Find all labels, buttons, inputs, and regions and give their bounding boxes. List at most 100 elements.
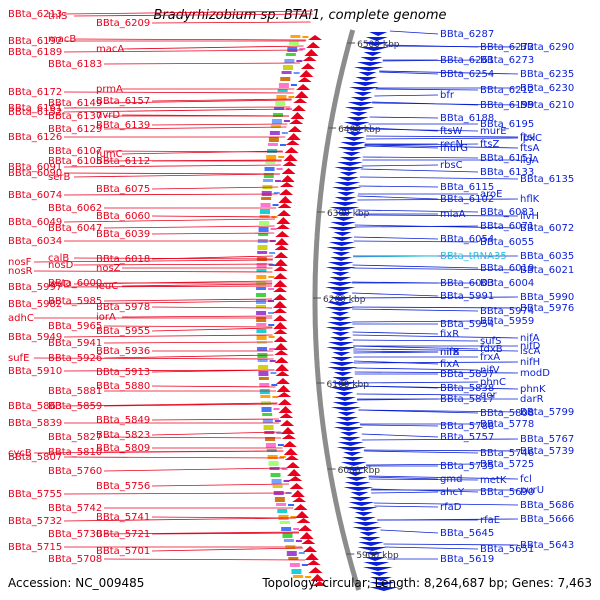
feature-block	[261, 407, 272, 412]
gene-arrow-right	[336, 162, 363, 166]
gene-arrow-left	[296, 518, 311, 523]
feature-block	[271, 384, 278, 386]
gene-arrow-left	[274, 252, 289, 258]
gene-arrow-right	[333, 397, 356, 401]
feature-block	[284, 59, 295, 63]
gene-label-left: macB	[48, 34, 76, 45]
feature-block	[271, 479, 282, 484]
gene-arrow-right	[343, 487, 374, 491]
gene-arrow-left	[276, 385, 291, 392]
feature-block	[258, 233, 269, 236]
feature-block	[269, 348, 276, 350]
gene-arrow-right	[334, 167, 365, 171]
feature-block	[285, 53, 296, 56]
gene-label-right: fcl	[520, 474, 532, 485]
gene-arrow-right	[329, 317, 352, 321]
gene-arrow-left	[279, 189, 294, 195]
feature-block	[288, 96, 295, 98]
gene-leader-right	[364, 145, 439, 149]
gene-label-right: nifV	[480, 365, 500, 376]
gene-label-left: BBta_5721	[96, 529, 150, 540]
gene-label-right: BBta_5808	[480, 408, 534, 419]
gene-label-right: BBta_6115	[440, 182, 494, 193]
gene-leader-right	[352, 308, 479, 312]
gene-leader-left	[33, 270, 273, 273]
gene-arrow-right	[368, 587, 399, 591]
gene-leader-right	[363, 449, 519, 452]
feature-block	[258, 227, 269, 232]
gene-leader-left	[151, 532, 299, 535]
gene-leader-right	[377, 518, 519, 521]
feature-block	[257, 359, 268, 362]
gene-leader-right	[357, 198, 519, 201]
gene-arrow-left	[310, 574, 325, 581]
gene-arrow-right	[325, 267, 356, 271]
gene-arrow-left	[308, 35, 323, 40]
gene-label-right: ligA	[520, 155, 539, 166]
gene-arrow-left	[299, 532, 314, 539]
kbp-label: 6300 kbp	[327, 209, 370, 219]
gene-arrow-left	[283, 448, 298, 455]
gene-label-left: BBta_6107	[48, 146, 102, 157]
gene-leader-left	[63, 402, 278, 407]
gene-label-right: BBta_6287	[440, 29, 494, 40]
feature-block	[278, 515, 289, 520]
gene-arrow-right	[329, 277, 352, 281]
gene-label-left: nosD	[48, 260, 74, 271]
gene-arrow-left	[304, 553, 319, 560]
gene-arrow-right	[327, 367, 358, 371]
feature-block	[281, 527, 292, 531]
gene-label-left: BBta_6049	[8, 217, 62, 228]
gene-arrow-right	[327, 282, 354, 286]
feature-block	[272, 113, 283, 117]
feature-block	[275, 180, 282, 182]
gene-leader-left	[73, 280, 273, 285]
gene-label-left: BBta_6091	[8, 162, 62, 173]
map-layer: 6500 kbp 6400 kbp 6300 kbp 6200 kbp 6100 kbp…	[8, 9, 574, 591]
gene-label-right: nifX	[440, 347, 460, 358]
gene-label-left: BBta_5807	[8, 452, 62, 463]
gene-label-left: BBta_6137	[48, 111, 102, 122]
gene-leader-right	[364, 450, 479, 454]
feature-block	[286, 551, 297, 556]
gene-arrow-right	[327, 302, 354, 306]
gene-leader-right	[368, 476, 439, 480]
gene-arrow-left	[302, 56, 317, 61]
gene-label-left: BBta_5823	[96, 430, 150, 441]
gene-arrow-right	[360, 57, 383, 61]
gene-leader-right	[356, 393, 479, 396]
gene-arrow-right	[329, 297, 352, 301]
gene-arrow-right	[331, 272, 350, 276]
feature-block	[295, 540, 302, 542]
gene-arrow-left	[289, 119, 304, 124]
gene-leader-left	[63, 108, 290, 113]
gene-label-left: BBta_6189	[8, 47, 62, 58]
feature-block	[268, 137, 279, 142]
gene-leader-right	[389, 30, 439, 35]
gene-arrow-right	[358, 542, 385, 546]
gene-leader-right	[354, 371, 519, 374]
gene-label-right: BBta_5651	[480, 544, 534, 555]
gene-arrow-right	[363, 562, 390, 566]
gene-label-left: BBta_6149	[48, 98, 102, 109]
feature-block	[260, 203, 271, 207]
gene-label-right: BBta_5735	[440, 461, 494, 472]
gene-label-left: BBta_5913	[96, 367, 150, 378]
gene-leader-left	[63, 369, 275, 372]
gene-arrow-left	[293, 98, 308, 103]
feature-block	[258, 377, 269, 380]
gene-label-left: BBta_5809	[96, 443, 150, 454]
gene-arrow-right	[347, 102, 374, 106]
gene-label-left: uvrD	[96, 110, 120, 121]
gene-label-right: BBta_6199	[480, 100, 534, 111]
feature-block	[276, 168, 283, 170]
gene-leader-right	[354, 224, 519, 229]
gene-arrow-right	[348, 502, 375, 506]
gene-arrow-right	[347, 507, 378, 511]
feature-block	[272, 204, 279, 206]
gene-label-right: BBta_5991	[440, 291, 494, 302]
gene-leader-left	[63, 517, 297, 522]
kbp-label: 6100 kbp	[327, 380, 370, 390]
gene-label-right: ftsA	[520, 143, 539, 154]
gene-leader-right	[351, 292, 439, 297]
